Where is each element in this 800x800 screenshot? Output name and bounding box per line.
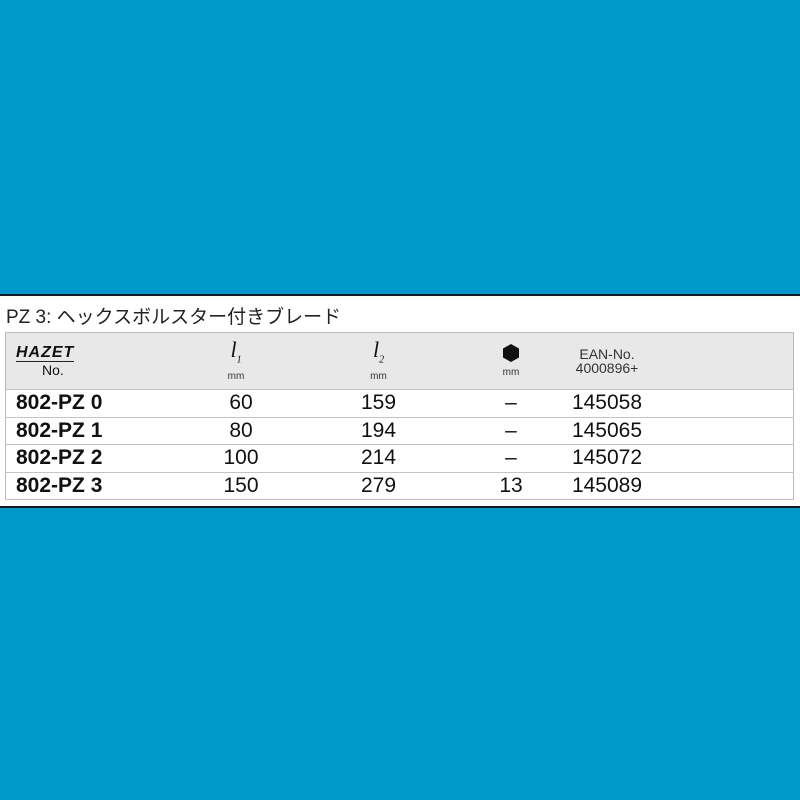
header-l1: l1 mm (166, 332, 306, 390)
hazet-logo: HAZET (16, 344, 75, 362)
header-no: HAZET No. (5, 332, 166, 390)
table-row: 802-PZ 2 100 214 – 145072 (5, 444, 794, 473)
header-hex: mm (451, 332, 571, 390)
table-row: 802-PZ 0 60 159 – 145058 (5, 389, 794, 418)
product-table: HAZET No. l1 mm l2 mm mm EAN-No. 4000896+ (5, 332, 794, 500)
product-table-panel: PZ 3: ヘックスボルスター付きブレード HAZET No. l1 mm l2… (0, 294, 800, 508)
header-l2: l2 mm (306, 332, 451, 390)
table-header-row: HAZET No. l1 mm l2 mm mm EAN-No. 4000896+ (5, 332, 794, 390)
table-row: 802-PZ 1 80 194 – 145065 (5, 417, 794, 445)
hexagon-icon (503, 344, 519, 362)
table-row: 802-PZ 3 150 279 13 145089 (5, 472, 794, 500)
header-ean: EAN-No. 4000896+ (571, 332, 794, 390)
table-title: PZ 3: ヘックスボルスター付きブレード (6, 307, 342, 328)
